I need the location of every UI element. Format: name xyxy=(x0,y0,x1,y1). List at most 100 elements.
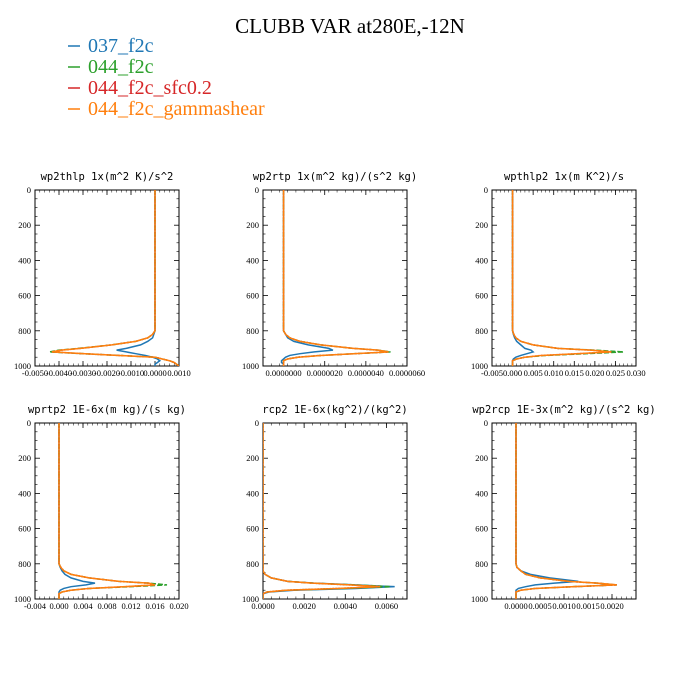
x-tick-label: 0.000 xyxy=(503,368,522,378)
series-line-044_f2c_sfc0.2 xyxy=(51,190,179,366)
x-tick-label: 0.0010 xyxy=(552,601,575,611)
y-tick-label: 600 xyxy=(475,291,488,301)
series-line-037_f2c xyxy=(116,190,162,366)
y-tick-label: 1000 xyxy=(242,594,259,604)
y-tick-label: 200 xyxy=(18,453,31,463)
y-tick-label: 400 xyxy=(18,488,31,498)
x-tick-label: 0.020 xyxy=(169,601,188,611)
y-tick-label: 1000 xyxy=(471,361,488,371)
series-line-037_f2c xyxy=(280,190,334,366)
series-line-044_f2c_sfc0.2 xyxy=(58,423,156,599)
panel: wprtp2 1E-6x(m kg)/(s kg) 0 200 400 600 800 10… xyxy=(14,404,189,611)
x-tick-label: 0.0000060 xyxy=(389,368,425,378)
x-tick-label: 0.0000020 xyxy=(307,368,343,378)
series-line-037_f2c xyxy=(58,423,96,599)
y-tick-label: 400 xyxy=(246,488,259,498)
series-line-044_f2c xyxy=(511,190,624,366)
plot-frame xyxy=(491,422,637,600)
y-tick-label: 600 xyxy=(475,524,488,534)
x-tick-label: -0.0030 xyxy=(70,368,96,378)
x-tick-label: 0.0000 xyxy=(504,601,527,611)
series-line-044_f2c_sfc0.2 xyxy=(263,423,381,599)
x-tick-label: 0.015 xyxy=(565,368,584,378)
panel-title: wprtp2 1E-6x(m kg)/(s kg) xyxy=(28,404,186,416)
legend-label: 044_f2c_gammashear xyxy=(88,98,265,120)
y-tick-label: 800 xyxy=(18,326,31,336)
x-tick-label: 0.016 xyxy=(145,601,164,611)
plot-frame xyxy=(262,189,408,367)
y-tick-label: 0 xyxy=(255,418,259,428)
x-tick-label: 0.004 xyxy=(73,601,93,611)
plot-frame xyxy=(34,422,180,600)
x-tick-label: 0.0000040 xyxy=(348,368,384,378)
plot-frame xyxy=(262,422,408,600)
x-tick-label: 0.0040 xyxy=(334,601,357,611)
y-tick-label: 200 xyxy=(246,220,259,230)
series-line-044_f2c_gammashear xyxy=(51,190,179,366)
y-tick-label: 0 xyxy=(484,185,488,195)
panel: rcp2 1E-6x(kg^2)/(kg^2)0 200 400 600 800 1000… xyxy=(242,404,408,611)
figure-title: CLUBB VAR at280E,-12N xyxy=(235,14,465,38)
plot-frame xyxy=(491,189,637,367)
panel-title: wp2rtp 1x(m^2 kg)/(s^2 kg) xyxy=(253,171,417,183)
y-tick-label: 1000 xyxy=(14,594,31,604)
x-tick-label: 0.0015 xyxy=(576,601,599,611)
y-tick-label: 400 xyxy=(18,255,31,265)
series-line-037_f2c xyxy=(515,423,579,599)
series-line-044_f2c_gammashear xyxy=(511,190,612,366)
y-tick-label: 800 xyxy=(246,326,259,336)
y-tick-label: 0 xyxy=(27,418,31,428)
series-line-044_f2c_gammashear xyxy=(515,423,617,599)
panels: wp2thlp 1x(m^2 K)/s^202004006008001000-0… xyxy=(14,171,656,611)
legend-item: 044_f2c_sfc0.2 xyxy=(68,77,212,99)
y-tick-label: 600 xyxy=(246,524,259,534)
x-tick-label: 0.012 xyxy=(121,601,140,611)
x-tick-label: 0.008 xyxy=(97,601,116,611)
series-line-044_f2c_sfc0.2 xyxy=(282,190,389,366)
y-tick-label: 400 xyxy=(246,255,259,265)
x-tick-label: 0.020 xyxy=(585,368,604,378)
y-tick-label: 400 xyxy=(475,255,488,265)
y-tick-label: 200 xyxy=(475,453,488,463)
panel-title: wp2thlp 1x(m^2 K)/s^2 xyxy=(41,171,174,183)
y-tick-label: 1000 xyxy=(242,361,259,371)
x-tick-label: 0.0020 xyxy=(292,601,315,611)
y-tick-label: 600 xyxy=(246,291,259,301)
legend-label: 037_f2c xyxy=(88,35,154,57)
series-line-044_f2c_gammashear xyxy=(263,423,381,599)
series-line-044_f2c_sfc0.2 xyxy=(515,423,617,599)
legend-item: 037_f2c xyxy=(68,35,154,57)
x-tick-label: 0.010 xyxy=(544,368,563,378)
y-tick-label: 600 xyxy=(18,524,31,534)
plot-frame xyxy=(34,189,180,367)
series-line-044_f2c xyxy=(58,423,168,599)
panel: wp2rcp 1E-3x(m^2 kg)/(s^2 kg) 0 200 400 600 8… xyxy=(471,404,656,611)
x-tick-label: 0.0020 xyxy=(600,601,623,611)
panel: wp2rtp 1x(m^2 kg)/(s^2 kg) 0 200 400 600 800 1… xyxy=(242,171,425,378)
panel-title: rcp2 1E-6x(kg^2)/(kg^2) xyxy=(262,404,407,416)
legend-item: 044_f2c_gammashear xyxy=(68,98,265,120)
y-tick-label: 800 xyxy=(475,559,488,569)
x-tick-label: 0.030 xyxy=(626,368,645,378)
y-tick-label: 800 xyxy=(246,559,259,569)
y-tick-label: 0 xyxy=(484,418,488,428)
series-line-044_f2c_sfc0.2 xyxy=(511,190,612,366)
x-tick-label: 0.0060 xyxy=(375,601,398,611)
series-line-037_f2c xyxy=(511,190,535,366)
legend-label: 044_f2c_sfc0.2 xyxy=(88,77,212,99)
y-tick-label: 1000 xyxy=(471,594,488,604)
x-tick-label: 0.0000000 xyxy=(266,368,302,378)
panel-title: wpthlp2 1x(m K^2)/s xyxy=(504,171,624,183)
x-tick-label: -0.005 xyxy=(481,368,503,378)
y-tick-label: 200 xyxy=(246,453,259,463)
y-tick-label: 800 xyxy=(475,326,488,336)
x-tick-label: 0.0000 xyxy=(251,601,274,611)
series-line-044_f2c_gammashear xyxy=(58,423,156,599)
series-line-044_f2c_gammashear xyxy=(282,190,389,366)
x-tick-label: -0.0020 xyxy=(94,368,120,378)
series-line-044_f2c xyxy=(49,190,179,366)
legend: 037_f2c044_f2c044_f2c_sfc0.2044_f2c_gamm… xyxy=(68,35,265,120)
y-tick-label: 400 xyxy=(475,488,488,498)
x-tick-label: 0.005 xyxy=(524,368,543,378)
y-tick-label: 1000 xyxy=(14,361,31,371)
